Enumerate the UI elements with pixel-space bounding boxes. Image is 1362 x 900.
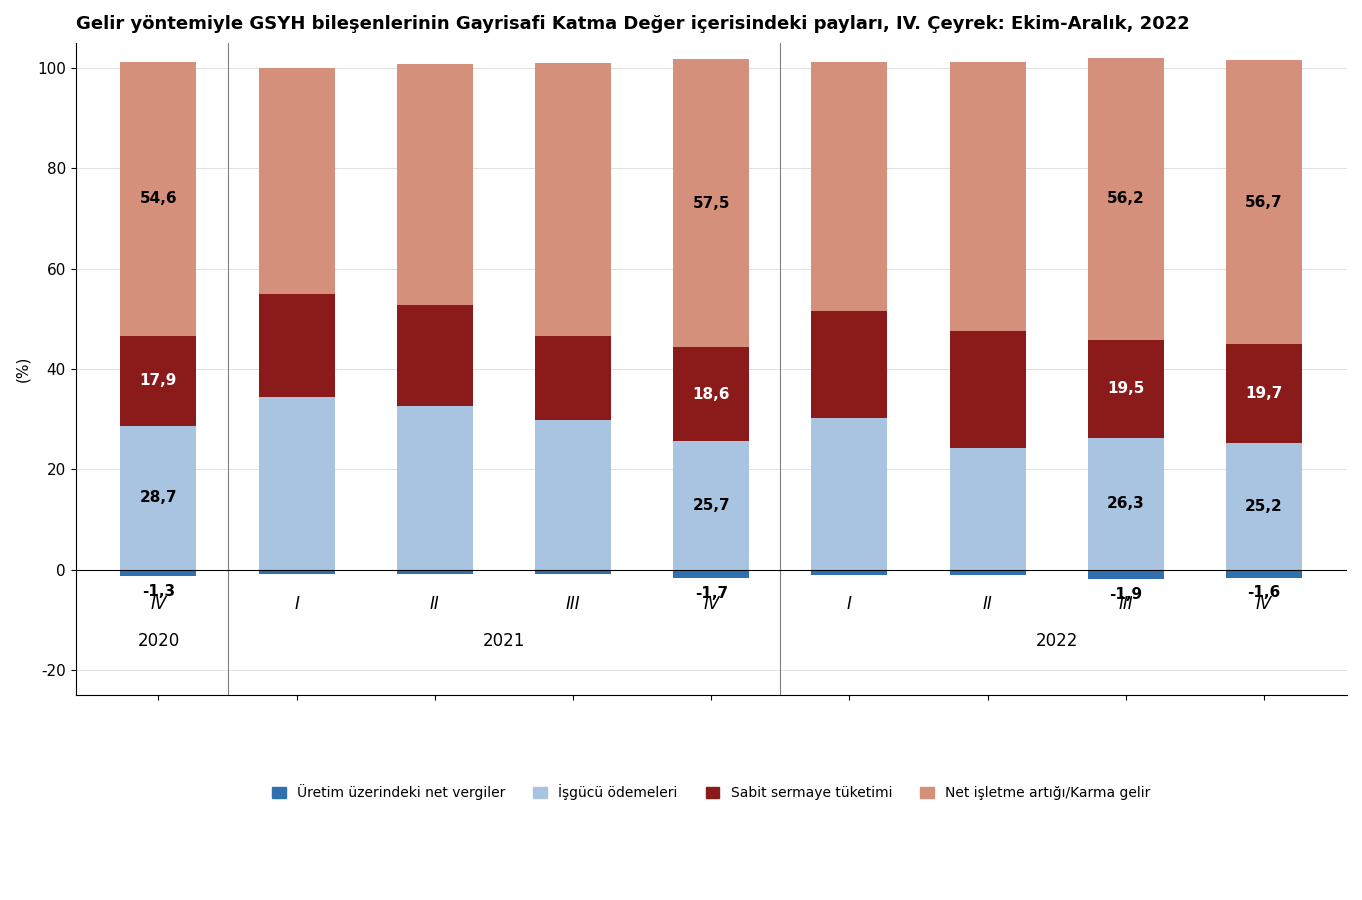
Bar: [812, 570, 888, 575]
Text: II: II: [430, 595, 440, 613]
Bar: [1088, 58, 1165, 340]
Text: 57,5: 57,5: [692, 195, 730, 211]
Text: 19,7: 19,7: [1245, 386, 1283, 401]
Title: Gelir yöntemiyle GSYH bileşenlerinin Gayrisafi Katma Değer içerisindeki payları,: Gelir yöntemiyle GSYH bileşenlerinin Gay…: [75, 15, 1189, 33]
Bar: [673, 441, 749, 570]
Bar: [673, 347, 749, 441]
Bar: [1088, 340, 1165, 437]
Text: 25,2: 25,2: [1245, 499, 1283, 514]
Text: 56,2: 56,2: [1107, 192, 1144, 206]
Bar: [949, 62, 1026, 331]
Text: 2020: 2020: [138, 633, 180, 651]
Text: -1,3: -1,3: [142, 584, 176, 598]
Bar: [812, 418, 888, 570]
Text: III: III: [1118, 595, 1133, 613]
Text: -1,6: -1,6: [1248, 585, 1280, 600]
Text: II: II: [983, 595, 993, 613]
Bar: [259, 294, 335, 397]
Bar: [120, 336, 196, 426]
Bar: [259, 570, 335, 574]
Text: -1,9: -1,9: [1109, 587, 1143, 602]
Text: 28,7: 28,7: [140, 491, 177, 505]
Bar: [812, 310, 888, 418]
Text: IV: IV: [703, 595, 719, 613]
Bar: [1226, 570, 1302, 578]
Bar: [259, 397, 335, 570]
Text: 54,6: 54,6: [140, 192, 177, 206]
Bar: [1088, 437, 1165, 570]
Text: 26,3: 26,3: [1107, 496, 1144, 511]
Bar: [949, 448, 1026, 570]
Bar: [949, 570, 1026, 575]
Text: 2021: 2021: [482, 633, 526, 651]
Text: 25,7: 25,7: [692, 498, 730, 513]
Text: IV: IV: [1256, 595, 1272, 613]
Bar: [812, 62, 888, 310]
Bar: [1226, 444, 1302, 570]
Bar: [535, 63, 612, 336]
Bar: [535, 336, 612, 420]
Bar: [535, 570, 612, 574]
Text: -1,7: -1,7: [695, 586, 727, 601]
Legend: Üretim üzerindeki net vergiler, İşgücü ödemeleri, Sabit sermaye tüketimi, Net iş: Üretim üzerindeki net vergiler, İşgücü ö…: [267, 778, 1156, 806]
Text: I: I: [847, 595, 851, 613]
Bar: [396, 570, 473, 574]
Bar: [396, 65, 473, 305]
Bar: [1088, 570, 1165, 580]
Text: III: III: [565, 595, 580, 613]
Text: I: I: [294, 595, 300, 613]
Bar: [120, 62, 196, 336]
Text: 17,9: 17,9: [140, 374, 177, 388]
Bar: [535, 420, 612, 570]
Text: 2022: 2022: [1035, 633, 1077, 651]
Text: IV: IV: [150, 595, 166, 613]
Text: 19,5: 19,5: [1107, 382, 1144, 396]
Bar: [673, 58, 749, 347]
Bar: [120, 570, 196, 576]
Bar: [1226, 345, 1302, 444]
Bar: [396, 305, 473, 406]
Text: 18,6: 18,6: [692, 387, 730, 401]
Y-axis label: (%): (%): [15, 356, 30, 382]
Bar: [949, 331, 1026, 448]
Bar: [120, 426, 196, 570]
Bar: [673, 570, 749, 579]
Bar: [259, 68, 335, 294]
Bar: [396, 406, 473, 570]
Text: 56,7: 56,7: [1245, 194, 1283, 210]
Bar: [1226, 60, 1302, 345]
